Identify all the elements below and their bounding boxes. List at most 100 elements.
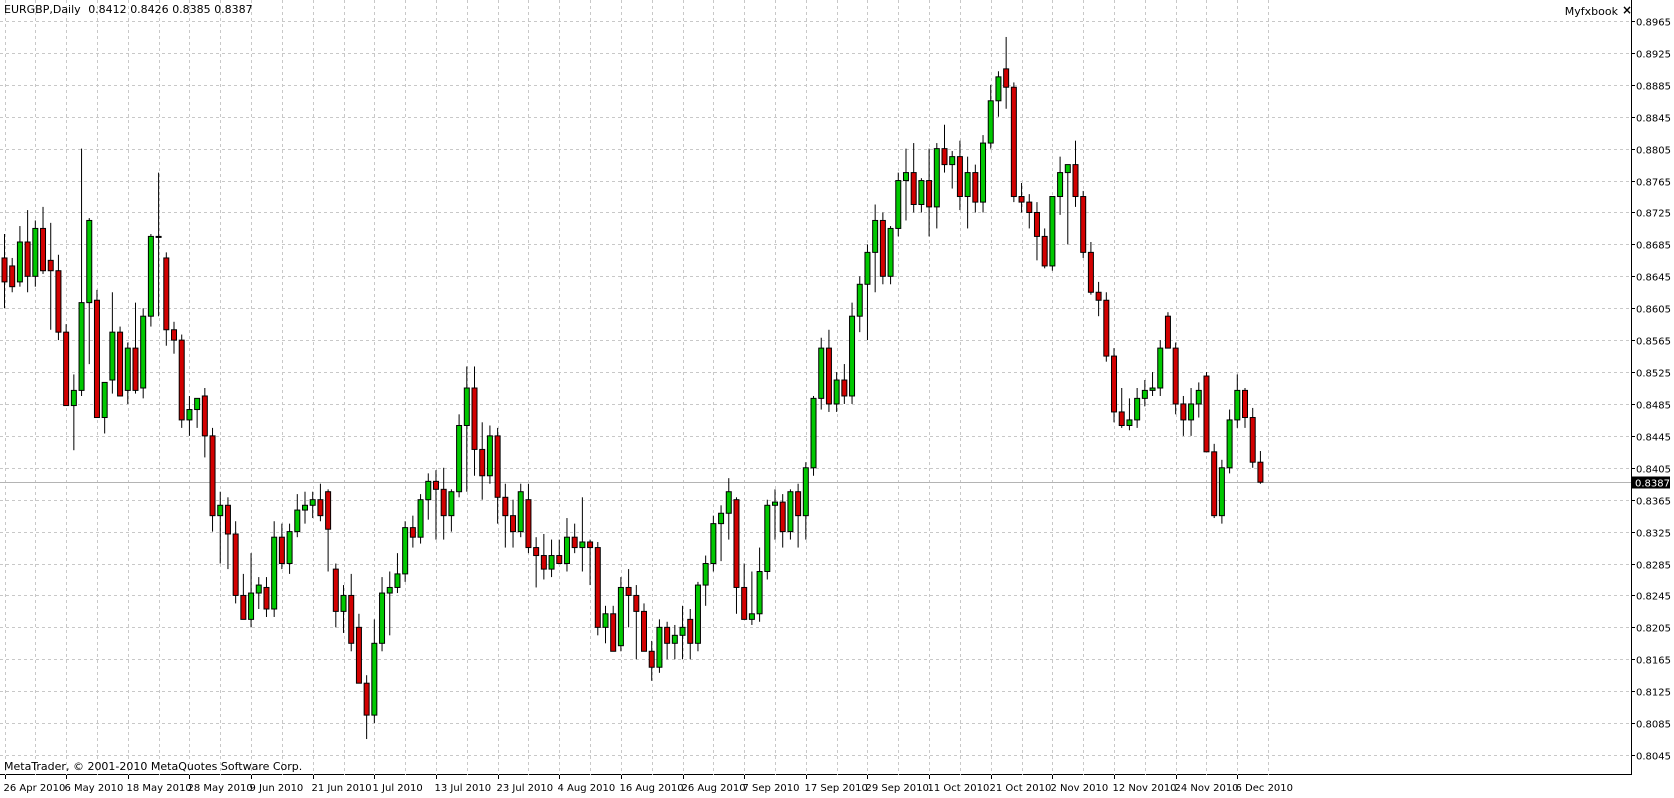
candle-body (641, 610, 648, 652)
candle (602, 605, 609, 644)
x-tick-label: 2 Nov 2010 (1051, 783, 1109, 794)
candle-body (101, 381, 108, 419)
candle (363, 675, 370, 740)
candle-body (1018, 196, 1025, 203)
candle (486, 425, 493, 484)
candle-body (694, 584, 701, 644)
candle-body (664, 626, 671, 644)
candle-body (271, 536, 278, 610)
y-tick-label: 0.8765 (1636, 178, 1671, 189)
candle-body (1010, 86, 1017, 198)
candle-body (764, 504, 771, 572)
candle-body (1049, 196, 1056, 267)
candle-body (32, 227, 39, 277)
candle-body (849, 315, 856, 397)
candle-body (972, 172, 979, 203)
candle (340, 585, 347, 633)
candle-body (895, 180, 902, 229)
candle (16, 226, 23, 287)
candle (664, 621, 671, 660)
candle (409, 515, 416, 548)
x-tick-label: 4 Aug 2010 (558, 783, 616, 794)
y-tick-label: 0.8525 (1636, 369, 1671, 380)
close-value: 0.8387 (214, 3, 253, 16)
candle-body (263, 586, 270, 610)
candle (671, 624, 678, 660)
candle (278, 523, 285, 570)
candle-body (1180, 403, 1187, 421)
x-tick-label: 17 Sep 2010 (805, 783, 868, 794)
candle (694, 581, 701, 652)
candle (224, 497, 231, 570)
close-icon[interactable]: × (1621, 3, 1632, 17)
candle-body (240, 594, 247, 620)
price-axis: 0.8965 0.8925 0.8885 0.8845 0.8805 0.8765 0.87… (1631, 18, 1671, 763)
candle-body (748, 613, 755, 620)
candle-body (679, 626, 686, 636)
candles (1, 36, 1264, 740)
x-tick-label: 24 Nov 2010 (1175, 783, 1239, 794)
candle-body (286, 531, 293, 565)
candle (1149, 372, 1156, 396)
candle-body (933, 148, 940, 208)
plot-area[interactable] (0, 0, 1632, 775)
candle-body (402, 527, 409, 575)
candle (872, 204, 879, 293)
candle-body (725, 491, 732, 514)
candle (1072, 140, 1079, 207)
candle-body (702, 563, 709, 586)
candle (232, 521, 239, 604)
candle (887, 226, 894, 285)
x-tick-label: 26 Apr 2010 (4, 783, 66, 794)
candle (956, 140, 963, 211)
candle (1018, 182, 1025, 213)
candle (1157, 340, 1164, 396)
x-tick-label: 12 Nov 2010 (1113, 783, 1177, 794)
candle (502, 483, 509, 548)
candle-body (471, 387, 478, 450)
candle-body (409, 527, 416, 538)
y-tick-label: 0.8365 (1636, 497, 1671, 508)
candle (918, 178, 925, 213)
y-tick-label: 0.8285 (1636, 561, 1671, 572)
candle (941, 124, 948, 173)
candle-body (980, 142, 987, 203)
candle-body (687, 618, 694, 644)
grid-lines (0, 0, 1631, 775)
candle (471, 366, 478, 476)
candle (163, 252, 170, 346)
candle (425, 473, 432, 520)
candle (856, 276, 863, 333)
candle (787, 489, 794, 540)
candle-body (109, 331, 116, 381)
current-price-box (1632, 476, 1670, 489)
candle (795, 483, 802, 548)
candle-body (602, 613, 609, 628)
candle (772, 489, 778, 540)
candle-body (70, 389, 77, 407)
open-value: 0.8412 (88, 3, 127, 16)
candle-body (517, 491, 524, 533)
x-tick-label: 23 Jul 2010 (497, 783, 554, 794)
candle (456, 414, 463, 498)
candle-body (964, 172, 971, 198)
candle-body (1134, 397, 1141, 421)
candle (895, 172, 902, 237)
candle (1257, 451, 1264, 484)
candle (1010, 82, 1017, 203)
candle (294, 494, 301, 538)
candle (147, 234, 154, 327)
candle-body (1118, 411, 1125, 426)
candle (1118, 388, 1125, 428)
candle (24, 210, 31, 293)
candle-body (248, 592, 255, 620)
low-value: 0.8385 (172, 3, 211, 16)
candle (879, 212, 886, 285)
candle-body (548, 555, 555, 570)
candle (348, 573, 355, 652)
candle (171, 321, 178, 354)
candle-body (579, 541, 586, 549)
candle (833, 372, 840, 412)
current-price-label: 0.8387 (1635, 479, 1670, 490)
